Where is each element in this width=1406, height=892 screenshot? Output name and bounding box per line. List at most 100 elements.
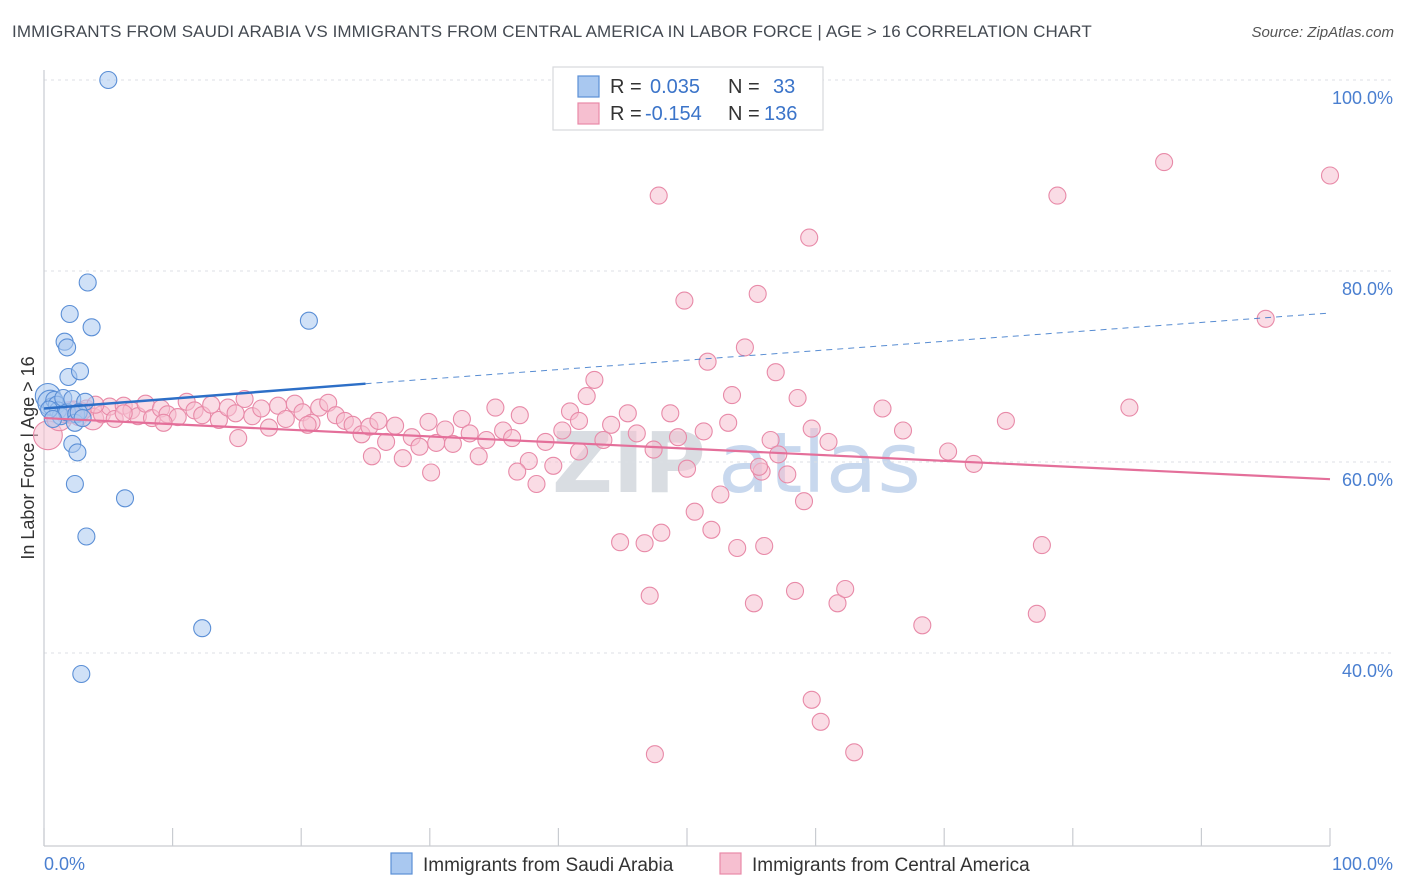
legend-r-label-blue: R = (610, 76, 642, 98)
y-axis-title: In Labor Force | Age > 16 (18, 356, 38, 559)
central-america-point-26 (252, 399, 271, 418)
legend-swatch-pink (577, 102, 600, 125)
central-america-point-78 (685, 502, 704, 521)
legend-n-value-blue: 33 (773, 76, 795, 98)
central-america-point-119 (640, 586, 659, 605)
x-axis-ticks (43, 828, 1331, 846)
central-america-point-29 (276, 409, 295, 429)
central-america-point-82 (719, 413, 738, 432)
series-central-america-points (32, 153, 1340, 764)
central-america-point-72 (635, 534, 654, 553)
saudi-arabia-point-17 (70, 362, 90, 381)
central-america-point-59 (527, 474, 546, 494)
saudi-arabia-point-25 (99, 70, 118, 90)
central-america-point-75 (661, 404, 680, 423)
central-america-point-79 (694, 422, 713, 441)
central-america-point-41 (377, 432, 396, 451)
central-america-point-115 (698, 352, 717, 371)
central-america-point-124 (569, 442, 589, 461)
central-america-point-43 (393, 449, 412, 468)
central-america-point-99 (893, 421, 913, 440)
central-america-point-90 (785, 581, 805, 600)
central-america-point-88 (769, 445, 788, 464)
bottom-legend-swatch-pink (719, 852, 742, 875)
central-america-point-126 (362, 447, 381, 466)
central-america-point-64 (569, 411, 589, 430)
central-america-point-104 (1027, 604, 1046, 623)
central-america-point-56 (503, 429, 522, 448)
central-america-point-112 (800, 228, 819, 247)
saudi-arabia-point-26 (193, 619, 212, 638)
central-america-point-125 (508, 462, 527, 481)
central-america-point-98 (873, 399, 892, 418)
central-america-point-128 (298, 415, 317, 434)
saudi-arabia-point-24 (115, 489, 135, 508)
series-saudi-arabia-points (34, 70, 318, 684)
saudi-arabia-point-23 (77, 527, 96, 546)
central-america-point-76 (668, 428, 688, 447)
y-axis-labels: 40.0% 60.0% 80.0% 100.0% (1332, 88, 1393, 681)
central-america-point-129 (229, 429, 248, 448)
central-america-point-73 (644, 440, 663, 459)
saudi-arabia-point-20 (82, 318, 101, 337)
central-america-point-121 (755, 536, 774, 556)
central-america-point-45 (410, 437, 429, 456)
central-america-point-101 (939, 442, 958, 461)
central-america-point-50 (452, 409, 471, 429)
central-america-point-120 (645, 745, 664, 764)
central-america-point-58 (519, 451, 538, 471)
bottom-legend-swatch-blue (390, 852, 413, 875)
saudi-arabia-point-15 (58, 338, 77, 357)
central-america-point-123 (749, 457, 769, 476)
x-tick-label-0: 0.0% (44, 854, 85, 874)
saudi-arabia-trend-extension (365, 312, 1331, 385)
central-america-point-52 (469, 447, 488, 466)
central-america-point-80 (702, 520, 721, 539)
legend-n-value-pink: 136 (764, 103, 797, 125)
chart-title: IMMIGRANTS FROM SAUDI ARABIA VS IMMIGRAN… (12, 22, 1092, 41)
central-america-point-77 (677, 459, 697, 478)
bottom-legend-label-pink: Immigrants from Central America (752, 855, 1030, 876)
central-america-point-20 (202, 395, 221, 414)
saudi-arabia-trend-line (43, 382, 366, 410)
central-america-trend-line (43, 416, 1331, 481)
central-america-point-61 (544, 456, 563, 475)
central-america-point-70 (618, 404, 637, 423)
central-america-point-74 (652, 523, 671, 542)
central-america-point-113 (675, 291, 694, 310)
central-america-point-69 (611, 533, 630, 552)
central-america-point-97 (845, 743, 864, 762)
central-america-point-131 (114, 404, 133, 423)
central-america-point-105 (1032, 536, 1051, 555)
legend-r-label-pink: R = (610, 103, 642, 125)
central-america-point-117 (766, 363, 785, 382)
central-america-point-24 (235, 389, 254, 409)
central-america-point-127 (422, 463, 441, 482)
y-tick-label-100: 100.0% (1332, 88, 1393, 108)
central-america-point-49 (443, 434, 462, 453)
chart-source: Source: ZipAtlas.com (1251, 24, 1394, 41)
saudi-arabia-point-22 (65, 474, 84, 494)
legend-n-label-blue: N = (728, 76, 760, 98)
central-america-point-106 (1048, 186, 1067, 205)
x-tick-label-100: 100.0% (1332, 854, 1393, 874)
central-america-point-89 (778, 465, 797, 484)
central-america-point-93 (811, 712, 830, 731)
central-america-point-118 (788, 388, 807, 408)
central-america-point-42 (386, 416, 405, 435)
y-tick-label-60: 60.0% (1342, 470, 1393, 490)
saudi-arabia-point-19 (78, 273, 97, 292)
central-america-point-66 (585, 370, 604, 389)
central-america-point-87 (761, 430, 780, 450)
central-america-point-54 (486, 398, 505, 417)
central-america-point-92 (802, 419, 821, 438)
central-america-point-116 (722, 386, 742, 405)
central-america-point-109 (1256, 309, 1275, 328)
saudi-arabia-point-27 (72, 664, 91, 684)
central-america-point-84 (735, 338, 754, 357)
legend-r-value-pink: -0.154 (645, 103, 702, 125)
trend-lines (43, 312, 1331, 481)
central-america-point-85 (744, 594, 763, 613)
central-america-point-83 (728, 538, 747, 558)
